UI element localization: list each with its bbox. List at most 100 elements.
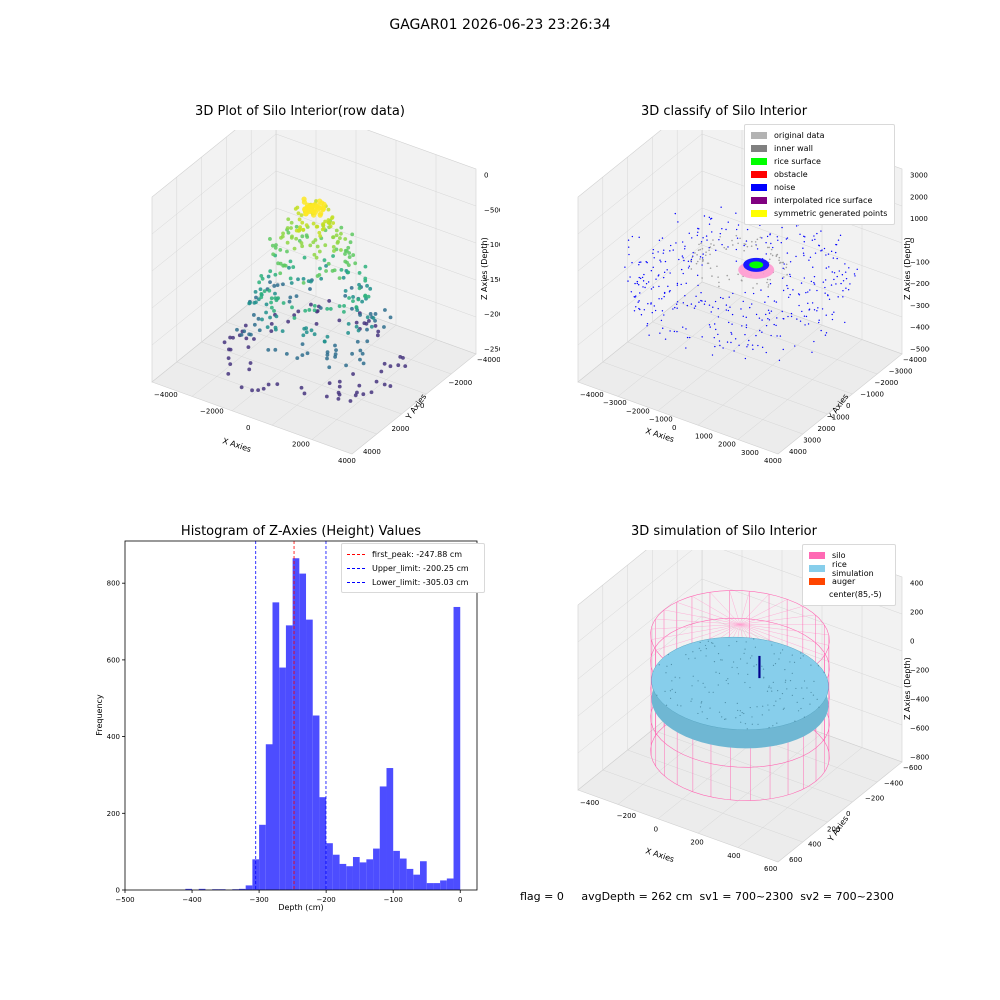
rice-point <box>656 694 658 696</box>
noise-point <box>853 273 856 275</box>
histogram-bar <box>238 888 246 890</box>
rice-point <box>791 672 793 674</box>
rice-point <box>688 658 690 660</box>
noise-point <box>727 221 729 223</box>
data-point <box>257 328 262 333</box>
noise-point <box>695 295 697 298</box>
data-point <box>396 363 401 368</box>
noise-point <box>757 344 759 347</box>
noise-point <box>730 331 732 334</box>
noise-point <box>638 300 640 302</box>
noise-point <box>839 234 842 237</box>
classify-xlabel: X Axies <box>644 426 675 444</box>
noise-point <box>807 302 809 305</box>
data-point <box>354 324 359 329</box>
noise-point <box>637 284 640 286</box>
noise-point <box>808 259 810 261</box>
data-point <box>342 310 346 314</box>
noise-point <box>668 291 671 293</box>
silo-roof-line <box>655 624 741 651</box>
noise-point <box>761 346 764 349</box>
noise-point <box>661 237 664 239</box>
original-point <box>759 236 762 239</box>
rice-point <box>768 686 770 689</box>
noise-point <box>627 239 630 241</box>
legend-swatch <box>751 210 767 217</box>
data-point <box>343 294 348 298</box>
noise-point <box>823 247 826 250</box>
rice-point <box>664 690 666 692</box>
grid-line <box>652 321 853 395</box>
noise-point <box>638 261 641 264</box>
grid-line <box>151 170 277 272</box>
noise-point <box>669 250 671 252</box>
original-point <box>771 254 774 257</box>
data-point <box>336 390 341 395</box>
simulation-plot-title: 3D simulation of Silo Interior <box>631 524 817 539</box>
silo-roof-line <box>739 599 788 625</box>
z-tick-label: −1000 <box>484 241 500 249</box>
z-tick-label: −800 <box>910 753 929 761</box>
noise-point <box>720 206 722 208</box>
data-point <box>258 287 263 292</box>
data-point <box>332 249 336 253</box>
data-point <box>354 320 359 325</box>
histogram-bar <box>252 859 260 890</box>
noise-point <box>653 257 655 259</box>
rice-point <box>674 676 676 678</box>
histogram-bar <box>359 862 367 890</box>
data-point <box>247 301 252 306</box>
noise-point <box>661 298 663 300</box>
noise-point <box>683 248 686 250</box>
histogram-bar <box>272 602 280 890</box>
noise-point <box>831 318 834 321</box>
rice-point <box>757 723 759 725</box>
rice-point <box>802 697 804 700</box>
noise-point <box>653 305 655 307</box>
original-point <box>704 254 707 257</box>
noise-point <box>842 290 844 292</box>
simulation-ticks: −400−20002004006006004002000−200−400−600… <box>580 580 929 874</box>
noise-point <box>690 258 693 261</box>
noise-point <box>684 245 686 248</box>
noise-point <box>807 323 810 325</box>
data-point <box>362 321 367 326</box>
data-point <box>300 220 305 225</box>
noise-point <box>661 310 664 312</box>
noise-point <box>800 282 803 284</box>
data-point <box>356 297 361 302</box>
data-point <box>301 228 306 232</box>
noise-point <box>706 239 708 241</box>
data-point <box>346 321 351 326</box>
legend-item: original data <box>751 129 888 142</box>
noise-point <box>701 300 703 302</box>
x-tick-label: −1000 <box>649 416 673 424</box>
noise-point <box>744 357 747 360</box>
rice-point <box>697 712 699 715</box>
noise-point <box>711 231 713 233</box>
noise-point <box>765 351 767 354</box>
original-point <box>750 245 753 247</box>
z-tick-label: 0 <box>484 172 488 180</box>
rice-point <box>777 690 779 692</box>
data-point <box>284 351 289 356</box>
noise-point <box>759 329 761 332</box>
data-point <box>361 392 366 397</box>
original-point <box>766 281 768 284</box>
noise-point <box>803 235 805 238</box>
original-point <box>785 266 788 269</box>
data-point <box>347 255 352 259</box>
noise-point <box>675 303 678 305</box>
noise-point <box>802 252 805 254</box>
noise-point <box>813 235 815 237</box>
histogram-bar <box>279 667 286 890</box>
noise-point <box>827 294 829 297</box>
data-point <box>325 356 329 361</box>
data-point <box>339 248 343 252</box>
noise-point <box>660 261 662 263</box>
data-point <box>365 339 370 344</box>
noise-point <box>735 212 737 214</box>
noise-point <box>681 255 684 257</box>
data-point <box>321 226 326 231</box>
data-point <box>318 234 323 238</box>
